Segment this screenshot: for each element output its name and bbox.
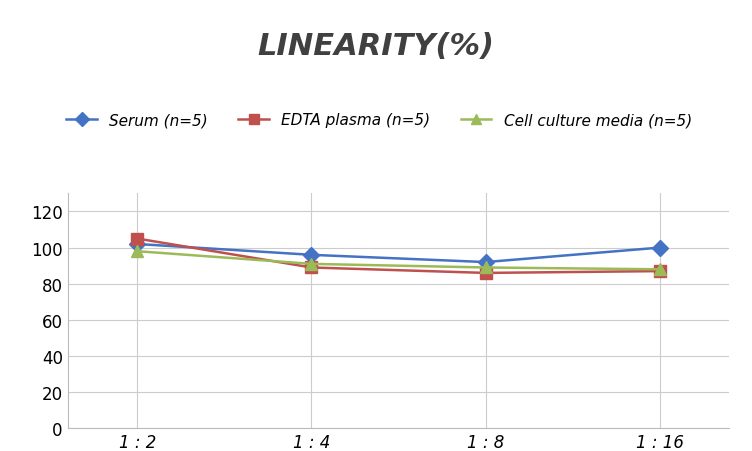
Line: Cell culture media (n=5): Cell culture media (n=5) [132, 246, 666, 275]
Text: LINEARITY(%): LINEARITY(%) [257, 32, 495, 60]
Cell culture media (n=5) [133, 249, 142, 254]
Cell culture media (n=5) [307, 262, 316, 267]
Serum (n=5) [307, 253, 316, 258]
EDTA plasma (n=5) [133, 236, 142, 242]
Serum (n=5) [481, 260, 490, 265]
Line: Serum (n=5): Serum (n=5) [132, 239, 666, 268]
Line: EDTA plasma (n=5): EDTA plasma (n=5) [132, 234, 666, 279]
EDTA plasma (n=5) [307, 265, 316, 271]
Serum (n=5) [655, 245, 664, 251]
Serum (n=5) [133, 242, 142, 247]
Cell culture media (n=5) [481, 265, 490, 271]
Legend: Serum (n=5), EDTA plasma (n=5), Cell culture media (n=5): Serum (n=5), EDTA plasma (n=5), Cell cul… [60, 107, 698, 134]
EDTA plasma (n=5) [481, 271, 490, 276]
Cell culture media (n=5) [655, 267, 664, 272]
EDTA plasma (n=5) [655, 269, 664, 274]
